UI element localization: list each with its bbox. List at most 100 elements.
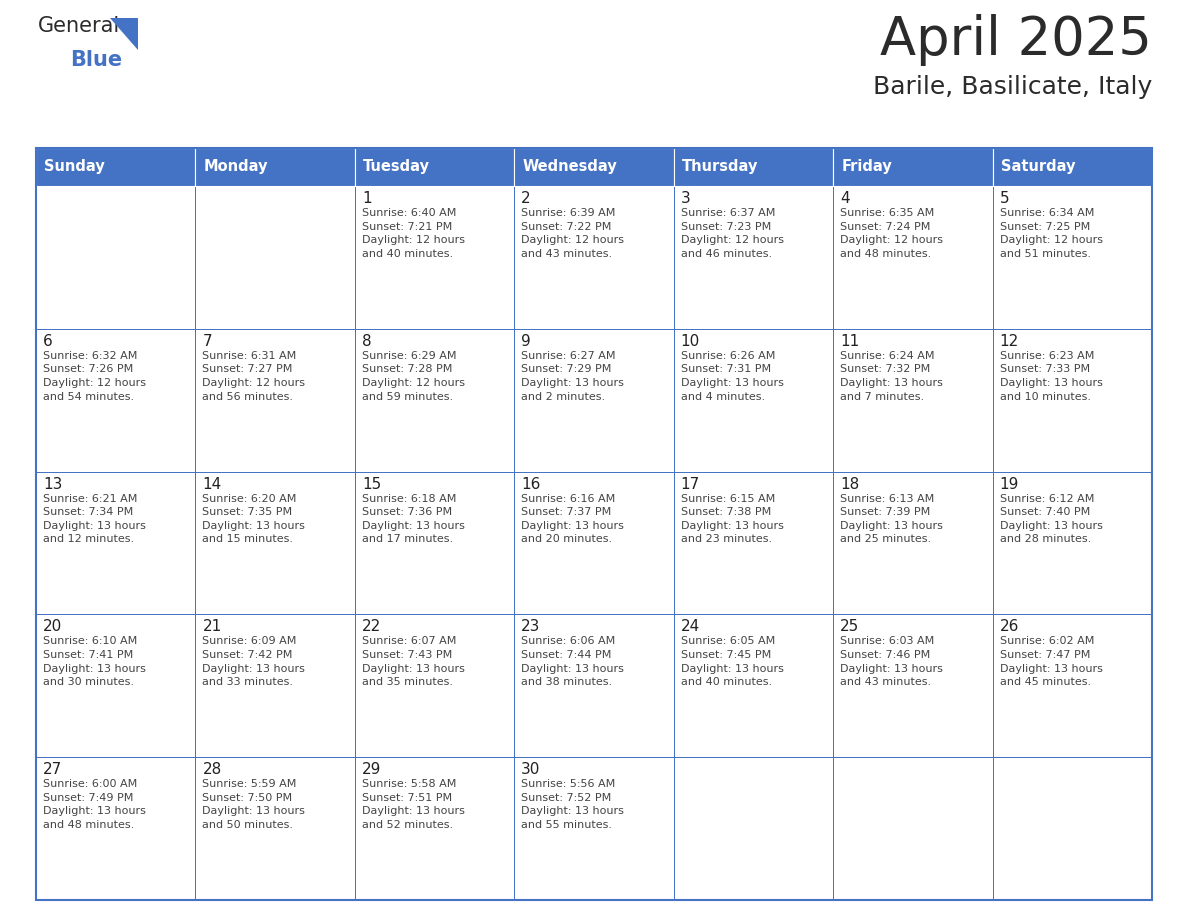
Text: April 2025: April 2025 (880, 14, 1152, 66)
Bar (196, 614, 355, 757)
Text: Sunrise: 6:31 AM
Sunset: 7:27 PM
Daylight: 12 hours
and 56 minutes.: Sunrise: 6:31 AM Sunset: 7:27 PM Dayligh… (202, 351, 305, 401)
Text: 4: 4 (840, 191, 849, 206)
Text: 11: 11 (840, 334, 859, 349)
Bar (674, 614, 833, 757)
Text: 17: 17 (681, 476, 700, 492)
Text: Sunrise: 6:12 AM
Sunset: 7:40 PM
Daylight: 13 hours
and 28 minutes.: Sunrise: 6:12 AM Sunset: 7:40 PM Dayligh… (999, 494, 1102, 544)
Text: 29: 29 (362, 762, 381, 778)
Text: 19: 19 (999, 476, 1019, 492)
Bar (674, 329, 833, 472)
Bar (514, 186, 674, 329)
Bar (355, 329, 514, 472)
Text: Sunrise: 6:21 AM
Sunset: 7:34 PM
Daylight: 13 hours
and 12 minutes.: Sunrise: 6:21 AM Sunset: 7:34 PM Dayligh… (43, 494, 146, 544)
Bar (196, 329, 355, 472)
Bar (674, 186, 833, 329)
Text: 6: 6 (43, 334, 52, 349)
Text: 27: 27 (43, 762, 62, 778)
Bar (196, 186, 355, 329)
Text: Sunrise: 6:18 AM
Sunset: 7:36 PM
Daylight: 13 hours
and 17 minutes.: Sunrise: 6:18 AM Sunset: 7:36 PM Dayligh… (362, 494, 465, 544)
Text: Sunrise: 6:24 AM
Sunset: 7:32 PM
Daylight: 13 hours
and 7 minutes.: Sunrise: 6:24 AM Sunset: 7:32 PM Dayligh… (840, 351, 943, 401)
Text: Tuesday: Tuesday (362, 160, 430, 174)
Bar (833, 614, 992, 757)
Text: Sunrise: 6:02 AM
Sunset: 7:47 PM
Daylight: 13 hours
and 45 minutes.: Sunrise: 6:02 AM Sunset: 7:47 PM Dayligh… (999, 636, 1102, 688)
Text: Sunrise: 6:03 AM
Sunset: 7:46 PM
Daylight: 13 hours
and 43 minutes.: Sunrise: 6:03 AM Sunset: 7:46 PM Dayligh… (840, 636, 943, 688)
Text: 2: 2 (522, 191, 531, 206)
Bar (355, 614, 514, 757)
Bar (196, 472, 355, 614)
Text: 18: 18 (840, 476, 859, 492)
Bar (514, 614, 674, 757)
Text: 30: 30 (522, 762, 541, 778)
Text: Sunrise: 6:15 AM
Sunset: 7:38 PM
Daylight: 13 hours
and 23 minutes.: Sunrise: 6:15 AM Sunset: 7:38 PM Dayligh… (681, 494, 784, 544)
Bar (36, 186, 196, 329)
Text: Sunrise: 5:59 AM
Sunset: 7:50 PM
Daylight: 13 hours
and 50 minutes.: Sunrise: 5:59 AM Sunset: 7:50 PM Dayligh… (202, 779, 305, 830)
Text: Sunrise: 6:27 AM
Sunset: 7:29 PM
Daylight: 13 hours
and 2 minutes.: Sunrise: 6:27 AM Sunset: 7:29 PM Dayligh… (522, 351, 624, 401)
Bar (674, 757, 833, 900)
Text: Sunrise: 6:35 AM
Sunset: 7:24 PM
Daylight: 12 hours
and 48 minutes.: Sunrise: 6:35 AM Sunset: 7:24 PM Dayligh… (840, 208, 943, 259)
Text: Sunrise: 6:05 AM
Sunset: 7:45 PM
Daylight: 13 hours
and 40 minutes.: Sunrise: 6:05 AM Sunset: 7:45 PM Dayligh… (681, 636, 784, 688)
Text: Sunrise: 6:29 AM
Sunset: 7:28 PM
Daylight: 12 hours
and 59 minutes.: Sunrise: 6:29 AM Sunset: 7:28 PM Dayligh… (362, 351, 465, 401)
Text: Sunrise: 6:13 AM
Sunset: 7:39 PM
Daylight: 13 hours
and 25 minutes.: Sunrise: 6:13 AM Sunset: 7:39 PM Dayligh… (840, 494, 943, 544)
Text: Sunrise: 6:32 AM
Sunset: 7:26 PM
Daylight: 12 hours
and 54 minutes.: Sunrise: 6:32 AM Sunset: 7:26 PM Dayligh… (43, 351, 146, 401)
Text: Sunrise: 6:26 AM
Sunset: 7:31 PM
Daylight: 13 hours
and 4 minutes.: Sunrise: 6:26 AM Sunset: 7:31 PM Dayligh… (681, 351, 784, 401)
Bar (36, 614, 196, 757)
Polygon shape (110, 18, 138, 50)
Text: 15: 15 (362, 476, 381, 492)
Text: Thursday: Thursday (682, 160, 758, 174)
Bar (36, 148, 196, 186)
Text: Sunday: Sunday (44, 160, 105, 174)
Text: Sunrise: 6:10 AM
Sunset: 7:41 PM
Daylight: 13 hours
and 30 minutes.: Sunrise: 6:10 AM Sunset: 7:41 PM Dayligh… (43, 636, 146, 688)
Text: Sunrise: 6:34 AM
Sunset: 7:25 PM
Daylight: 12 hours
and 51 minutes.: Sunrise: 6:34 AM Sunset: 7:25 PM Dayligh… (999, 208, 1102, 259)
Text: 13: 13 (43, 476, 63, 492)
Bar (674, 472, 833, 614)
Bar (355, 472, 514, 614)
Bar (833, 148, 992, 186)
Bar (36, 757, 196, 900)
Text: 10: 10 (681, 334, 700, 349)
Text: 1: 1 (362, 191, 372, 206)
Text: Saturday: Saturday (1000, 160, 1075, 174)
Text: 21: 21 (202, 620, 222, 634)
Bar (355, 148, 514, 186)
Bar (833, 472, 992, 614)
Text: 24: 24 (681, 620, 700, 634)
Bar (196, 757, 355, 900)
Text: Sunrise: 5:58 AM
Sunset: 7:51 PM
Daylight: 13 hours
and 52 minutes.: Sunrise: 5:58 AM Sunset: 7:51 PM Dayligh… (362, 779, 465, 830)
Bar (36, 148, 1152, 900)
Text: 22: 22 (362, 620, 381, 634)
Text: 3: 3 (681, 191, 690, 206)
Text: Sunrise: 6:20 AM
Sunset: 7:35 PM
Daylight: 13 hours
and 15 minutes.: Sunrise: 6:20 AM Sunset: 7:35 PM Dayligh… (202, 494, 305, 544)
Text: 12: 12 (999, 334, 1019, 349)
Bar (355, 757, 514, 900)
Bar (833, 186, 992, 329)
Bar (514, 329, 674, 472)
Text: 26: 26 (999, 620, 1019, 634)
Bar (514, 757, 674, 900)
Text: General: General (38, 16, 120, 36)
Text: 20: 20 (43, 620, 62, 634)
Text: 25: 25 (840, 620, 859, 634)
Bar (992, 614, 1152, 757)
Bar (36, 472, 196, 614)
Text: Blue: Blue (70, 50, 122, 70)
Text: Sunrise: 5:56 AM
Sunset: 7:52 PM
Daylight: 13 hours
and 55 minutes.: Sunrise: 5:56 AM Sunset: 7:52 PM Dayligh… (522, 779, 624, 830)
Text: 8: 8 (362, 334, 372, 349)
Text: Sunrise: 6:23 AM
Sunset: 7:33 PM
Daylight: 13 hours
and 10 minutes.: Sunrise: 6:23 AM Sunset: 7:33 PM Dayligh… (999, 351, 1102, 401)
Text: Sunrise: 6:09 AM
Sunset: 7:42 PM
Daylight: 13 hours
and 33 minutes.: Sunrise: 6:09 AM Sunset: 7:42 PM Dayligh… (202, 636, 305, 688)
Bar (992, 148, 1152, 186)
Text: Sunrise: 6:37 AM
Sunset: 7:23 PM
Daylight: 12 hours
and 46 minutes.: Sunrise: 6:37 AM Sunset: 7:23 PM Dayligh… (681, 208, 784, 259)
Text: Sunrise: 6:00 AM
Sunset: 7:49 PM
Daylight: 13 hours
and 48 minutes.: Sunrise: 6:00 AM Sunset: 7:49 PM Dayligh… (43, 779, 146, 830)
Bar (355, 186, 514, 329)
Text: Barile, Basilicate, Italy: Barile, Basilicate, Italy (873, 75, 1152, 99)
Bar (514, 472, 674, 614)
Text: Sunrise: 6:39 AM
Sunset: 7:22 PM
Daylight: 12 hours
and 43 minutes.: Sunrise: 6:39 AM Sunset: 7:22 PM Dayligh… (522, 208, 624, 259)
Text: Wednesday: Wednesday (523, 160, 617, 174)
Text: 7: 7 (202, 334, 211, 349)
Text: Sunrise: 6:40 AM
Sunset: 7:21 PM
Daylight: 12 hours
and 40 minutes.: Sunrise: 6:40 AM Sunset: 7:21 PM Dayligh… (362, 208, 465, 259)
Bar (833, 329, 992, 472)
Text: Monday: Monday (203, 160, 268, 174)
Bar (674, 148, 833, 186)
Bar (992, 472, 1152, 614)
Text: 9: 9 (522, 334, 531, 349)
Text: 16: 16 (522, 476, 541, 492)
